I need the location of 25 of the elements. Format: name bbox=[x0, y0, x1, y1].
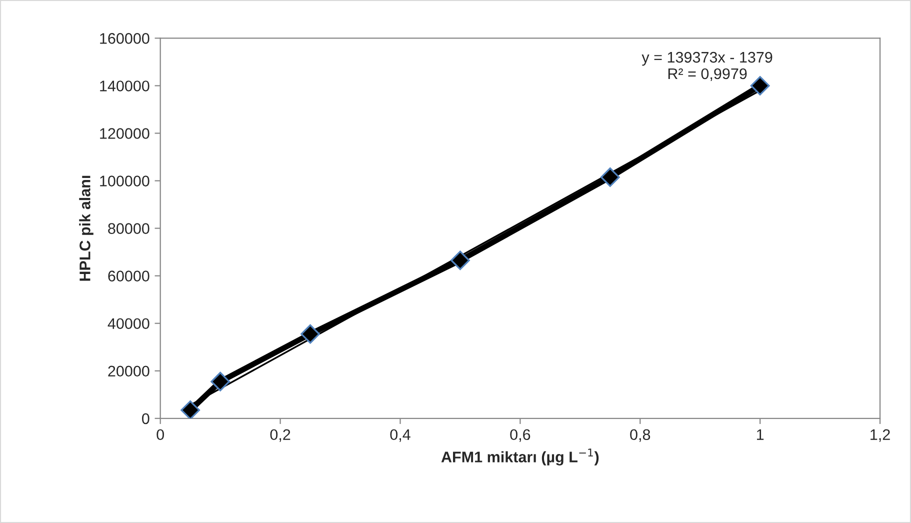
point bbox=[210, 372, 230, 392]
x-axis-title: AFM1 miktarı (µg L$^{−1}$) bbox=[441, 448, 599, 466]
point bbox=[180, 400, 200, 418]
point bbox=[750, 76, 770, 96]
y-tick-label: 20000 bbox=[108, 366, 150, 377]
y-tick-label: 140000 bbox=[100, 80, 150, 92]
y-tick-label: 120000 bbox=[100, 128, 150, 139]
x-tick-label: 1,2 bbox=[870, 429, 890, 442]
x-tick-label: 0,2 bbox=[270, 429, 290, 442]
annotation: y = 139373x - 1379 R² = 0,9979 bbox=[642, 52, 772, 81]
y-tick-label: 40000 bbox=[108, 318, 150, 330]
point bbox=[600, 168, 620, 187]
x-tick-label: 0 bbox=[156, 429, 164, 440]
y-tick-label: 160000 bbox=[100, 33, 150, 44]
y-tick-label: 100000 bbox=[100, 176, 150, 186]
x-tick-label: 1 bbox=[756, 429, 764, 440]
x-tick-label: 0,4 bbox=[390, 429, 410, 442]
y-tick-label: 80000 bbox=[108, 223, 150, 234]
x-tick-label: 0,8 bbox=[630, 429, 650, 442]
point bbox=[450, 250, 470, 270]
y-axis-title: HPLC pik alanı bbox=[79, 176, 94, 281]
point bbox=[300, 324, 320, 344]
y-tick-label: 60000 bbox=[108, 270, 150, 282]
x-tick-label: 0,6 bbox=[510, 429, 530, 442]
y-tick-label: 0 bbox=[142, 413, 150, 424]
